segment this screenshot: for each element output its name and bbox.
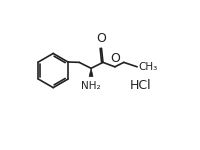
Text: CH₃: CH₃ <box>138 62 157 72</box>
Polygon shape <box>89 68 93 76</box>
Text: O: O <box>110 52 120 65</box>
Text: O: O <box>96 32 106 45</box>
Text: NH₂: NH₂ <box>81 81 101 91</box>
Text: HCl: HCl <box>130 79 151 92</box>
